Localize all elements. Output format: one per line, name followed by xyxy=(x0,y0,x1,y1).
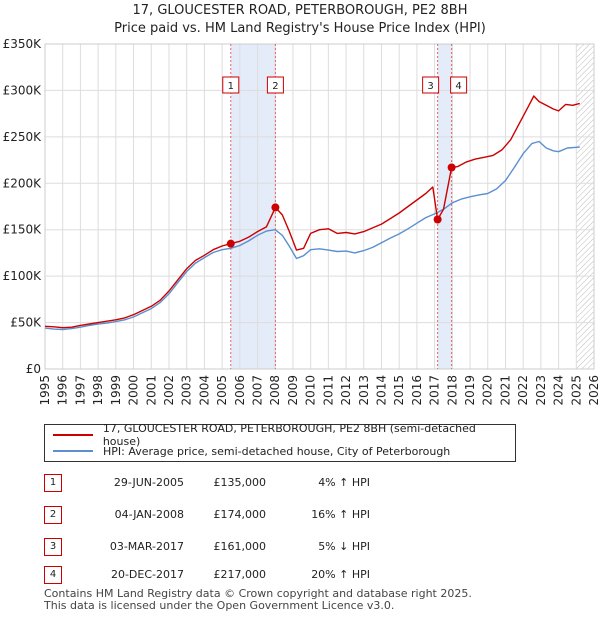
x-tick-label: 2013 xyxy=(357,375,371,406)
sale-point xyxy=(271,203,280,212)
x-tick-label: 2016 xyxy=(410,375,424,406)
hpi-line xyxy=(44,140,580,331)
legend: 17, GLOUCESTER ROAD, PETERBOROUGH, PE2 8… xyxy=(44,422,516,462)
y-tick-label: £300K xyxy=(3,83,43,97)
table-row: 4 20-DEC-2017 £217,000 20% ↑ HPI xyxy=(44,566,464,584)
transaction-price: £174,000 xyxy=(213,508,267,521)
footer-line-licence: This data is licensed under the Open Gov… xyxy=(44,599,395,612)
x-tick-label: 2023 xyxy=(534,375,548,406)
transaction-number-badge: 4 xyxy=(44,566,62,584)
x-tick-label: 1999 xyxy=(109,375,123,406)
x-tick-label: 2005 xyxy=(215,375,229,406)
x-tick-label: 2019 xyxy=(463,375,477,406)
x-tick-label: 2007 xyxy=(251,375,265,406)
transaction-hpi-change: 4% ↑ HPI xyxy=(318,476,370,489)
transaction-hpi-change: 20% ↑ HPI xyxy=(311,568,370,581)
sale-point xyxy=(447,163,456,172)
sale-point xyxy=(433,215,442,224)
transaction-price: £135,000 xyxy=(213,476,267,489)
chart-subtitle: Price paid vs. HM Land Registry's House … xyxy=(114,21,486,36)
sale-marker-label: 4 xyxy=(455,81,461,92)
transaction-price: £161,000 xyxy=(213,540,267,553)
sale-period-shade xyxy=(230,44,276,369)
legend-item-property: 17, GLOUCESTER ROAD, PETERBOROUGH, PE2 8… xyxy=(53,422,515,448)
sale-marker-badge xyxy=(222,76,240,94)
transaction-hpi-change: 5% ↓ HPI xyxy=(318,540,370,553)
transaction-date: 20-DEC-2017 xyxy=(110,568,184,581)
x-tick-label: 2004 xyxy=(197,375,211,406)
x-tick-label: 2006 xyxy=(233,375,247,406)
footer-line-copyright: Contains HM Land Registry data © Crown c… xyxy=(44,587,472,600)
plot-frame xyxy=(44,43,595,370)
transaction-number-badge: 3 xyxy=(44,538,62,556)
transaction-date: 29-JUN-2005 xyxy=(113,476,184,489)
x-tick-label: 2017 xyxy=(428,375,442,406)
property-price-line xyxy=(44,95,580,329)
x-tick-label: 2025 xyxy=(569,375,583,406)
y-tick-label: £100K xyxy=(3,269,43,283)
legend-swatch-property xyxy=(53,434,93,436)
legend-label-property: 17, GLOUCESTER ROAD, PETERBOROUGH, PE2 8… xyxy=(102,422,476,448)
x-tick-label: 2015 xyxy=(392,375,406,406)
sale-marker-badge xyxy=(450,76,468,94)
x-tick-label: 2020 xyxy=(481,375,495,406)
legend-swatch-hpi xyxy=(53,450,93,452)
x-tick-label: 2024 xyxy=(552,375,566,406)
x-tick-label: 2018 xyxy=(445,375,459,406)
transaction-date: 04-JAN-2008 xyxy=(114,508,184,521)
transaction-date: 03-MAR-2017 xyxy=(109,540,184,553)
footer-attribution: Contains HM Land Registry data © Crown c… xyxy=(44,588,472,612)
forecast-hatch xyxy=(576,44,594,369)
x-tick-label: 2011 xyxy=(321,375,335,406)
sale-marker-label: 1 xyxy=(228,81,234,92)
transaction-price: £217,000 xyxy=(213,568,267,581)
chart-title: 17, GLOUCESTER ROAD, PETERBOROUGH, PE2 8… xyxy=(132,3,468,18)
x-tick-label: 1997 xyxy=(73,375,87,406)
legend-label-hpi: HPI: Average price, semi-detached house,… xyxy=(103,444,451,458)
x-tick-label: 2026 xyxy=(587,375,600,406)
x-tick-label: 2000 xyxy=(127,375,141,406)
price-chart: £0 £50K £100K £150K £200K £250K £300K £350K 1995… xyxy=(3,37,600,406)
x-tick-label: 1995 xyxy=(38,375,52,406)
table-row: 1 29-JUN-2005 £135,000 4% ↑ HPI xyxy=(44,474,464,492)
table-row: 3 03-MAR-2017 £161,000 5% ↓ HPI xyxy=(44,538,464,556)
x-tick-label: 2022 xyxy=(516,375,530,406)
x-tick-label: 2003 xyxy=(180,375,194,406)
x-tick-label: 1996 xyxy=(56,375,70,406)
x-tick-label: 2001 xyxy=(144,375,158,406)
x-tick-label: 2012 xyxy=(339,375,353,406)
transaction-number-badge: 1 xyxy=(44,474,62,492)
legend-item-hpi: HPI: Average price, semi-detached house,… xyxy=(53,443,450,459)
sale-marker-label: 3 xyxy=(427,81,433,92)
x-tick-label: 2021 xyxy=(498,375,512,406)
sale-marker-badge xyxy=(422,76,440,94)
y-tick-label: £200K xyxy=(3,176,43,190)
transaction-hpi-change: 16% ↑ HPI xyxy=(311,508,370,521)
sale-marker-label: 2 xyxy=(272,81,278,92)
sale-marker-badge xyxy=(266,76,284,94)
sale-point xyxy=(226,239,235,248)
x-tick-label: 2014 xyxy=(374,375,388,406)
y-tick-label: £50K xyxy=(10,316,42,330)
y-tick-label: £350K xyxy=(3,37,43,51)
x-tick-label: 2008 xyxy=(268,375,282,406)
x-tick-label: 2009 xyxy=(286,375,300,406)
x-tick-label: 2010 xyxy=(304,375,318,406)
y-tick-label: £0 xyxy=(26,362,41,376)
x-tick-label: 2002 xyxy=(162,375,176,406)
y-tick-label: £150K xyxy=(3,223,43,237)
table-row: 2 04-JAN-2008 £174,000 16% ↑ HPI xyxy=(44,506,464,524)
transaction-number-badge: 2 xyxy=(44,506,62,524)
x-tick-label: 1998 xyxy=(91,375,105,406)
y-tick-label: £250K xyxy=(3,130,43,144)
plot-area xyxy=(45,44,594,369)
